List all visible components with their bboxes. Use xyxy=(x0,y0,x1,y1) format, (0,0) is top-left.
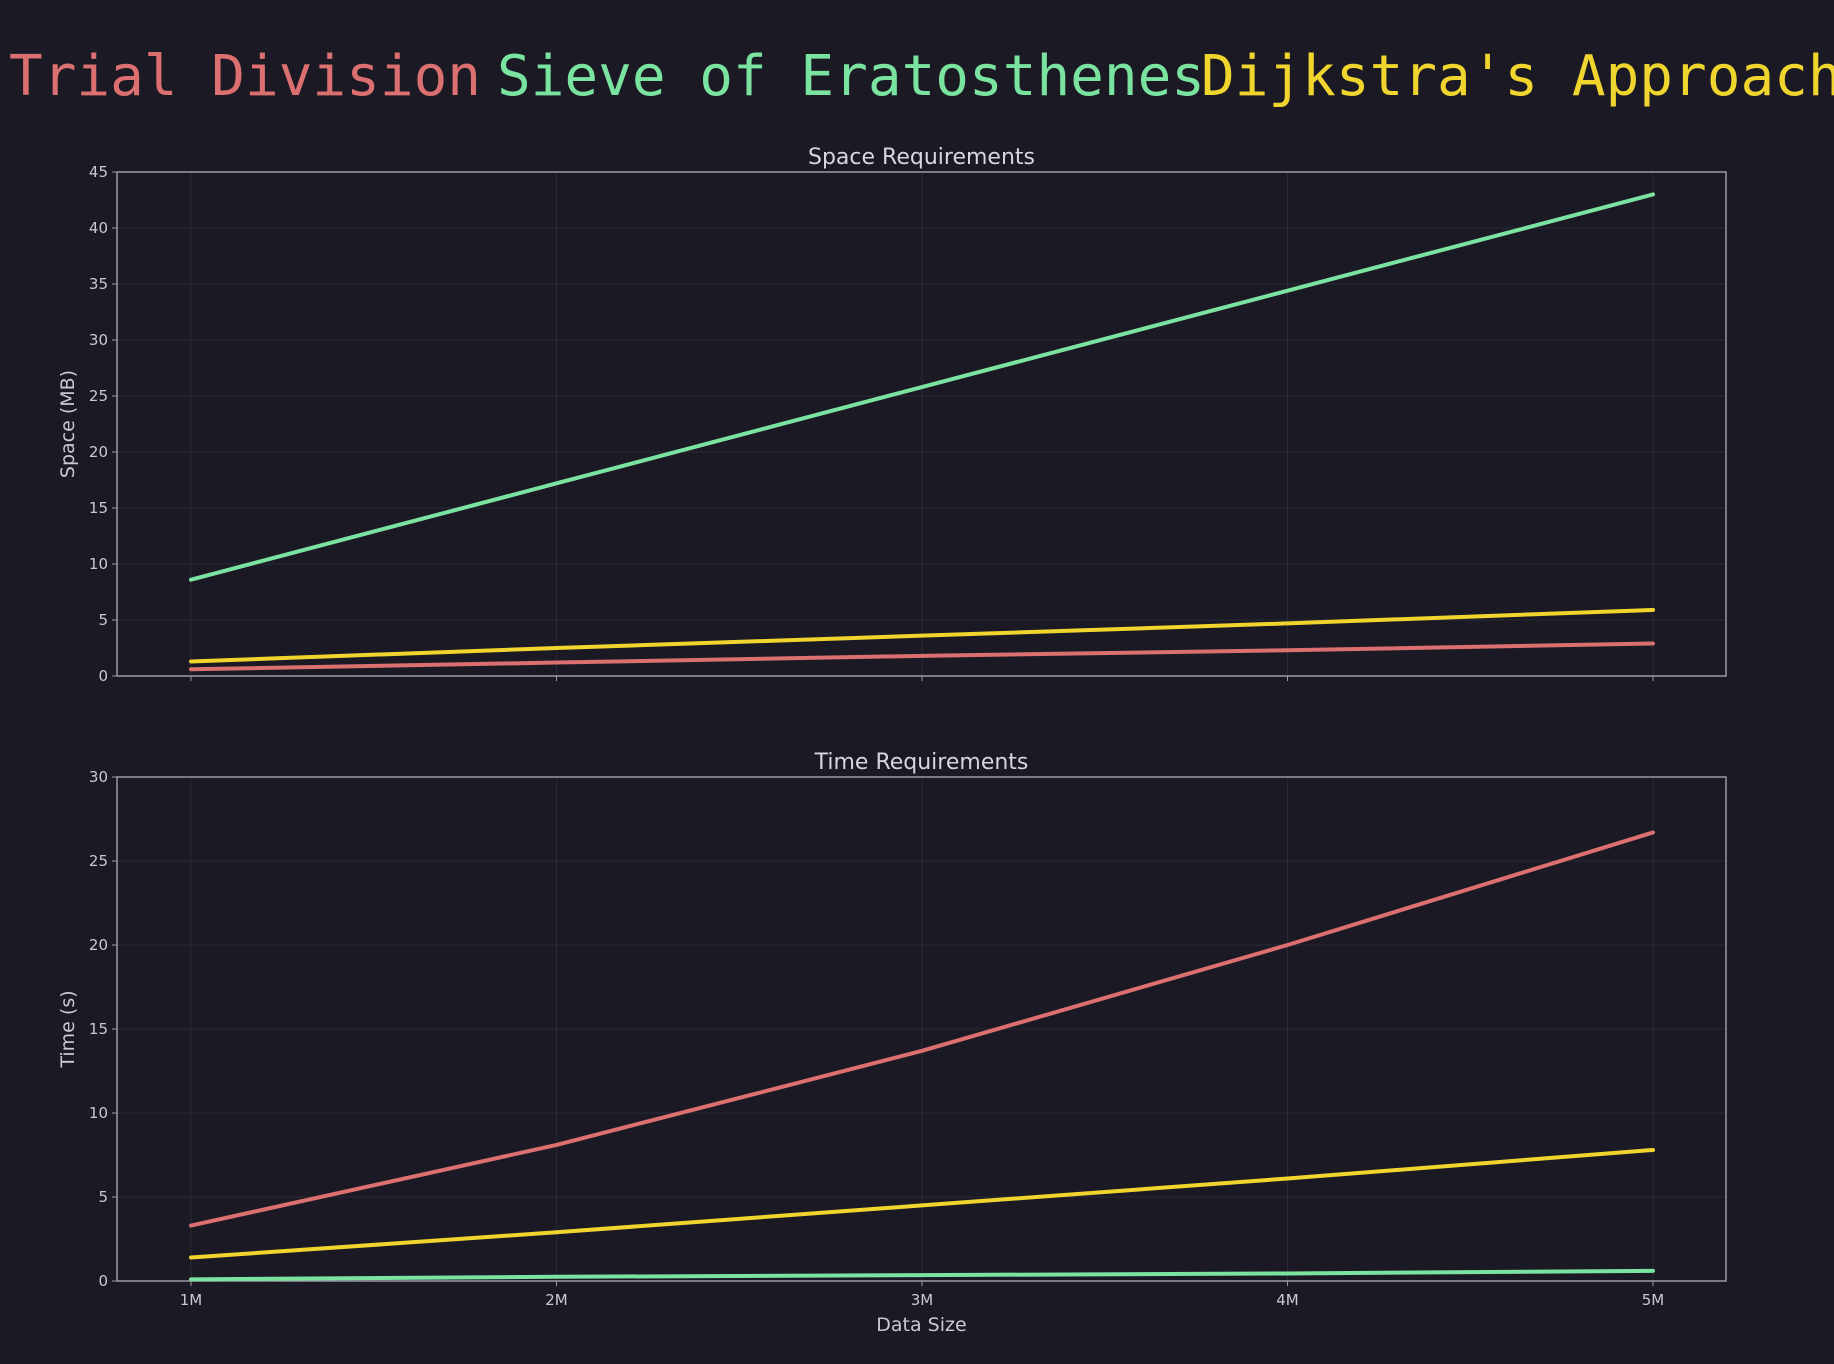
legend-trial-division: Trial Division xyxy=(9,44,482,109)
y-axis-label: Space (MB) xyxy=(57,370,79,478)
chart-title: Time Requirements xyxy=(814,750,1029,775)
legend-sieve: Sieve of Eratosthenes xyxy=(497,44,1206,109)
y-tick-label: 15 xyxy=(89,1020,108,1038)
legend-dijkstra: Dijkstra's Approach xyxy=(1201,44,1834,109)
chart-panel-time: 0 5 10 15 20 25 30 1M 2M 3M 4M 5M Time Requirements T… xyxy=(57,750,1727,1336)
y-tick-label: 0 xyxy=(98,667,108,685)
x-tick-label: 2M xyxy=(545,1291,568,1309)
y-tick-label: 45 xyxy=(89,163,108,181)
y-tick-label: 20 xyxy=(89,936,108,954)
chart-panel-space: 0 5 10 15 20 25 30 35 40 45 Space Requirements Spac… xyxy=(57,145,1727,685)
y-tick-label: 10 xyxy=(89,555,108,573)
x-tick-label: 3M xyxy=(911,1291,934,1309)
y-tick-label: 25 xyxy=(89,852,108,870)
y-tick-label: 15 xyxy=(89,499,108,517)
y-tick-label: 5 xyxy=(98,611,108,629)
y-axis-label: Time (s) xyxy=(57,990,79,1068)
x-tick-label: 5M xyxy=(1642,1291,1665,1309)
y-tick-label: 10 xyxy=(89,1104,108,1122)
x-tick-label: 1M xyxy=(180,1291,203,1309)
y-tick-label: 25 xyxy=(89,387,108,405)
y-tick-label: 5 xyxy=(98,1188,108,1206)
y-tick-label: 30 xyxy=(89,768,108,786)
y-tick-label: 30 xyxy=(89,331,108,349)
y-tick-label: 35 xyxy=(89,275,108,293)
y-tick-label: 0 xyxy=(98,1272,108,1290)
chart-title: Space Requirements xyxy=(808,145,1035,170)
y-tick-label: 40 xyxy=(89,219,108,237)
x-tick-label: 4M xyxy=(1276,1291,1299,1309)
y-tick-label: 20 xyxy=(89,443,108,461)
x-axis-label: Data Size xyxy=(876,1314,966,1336)
